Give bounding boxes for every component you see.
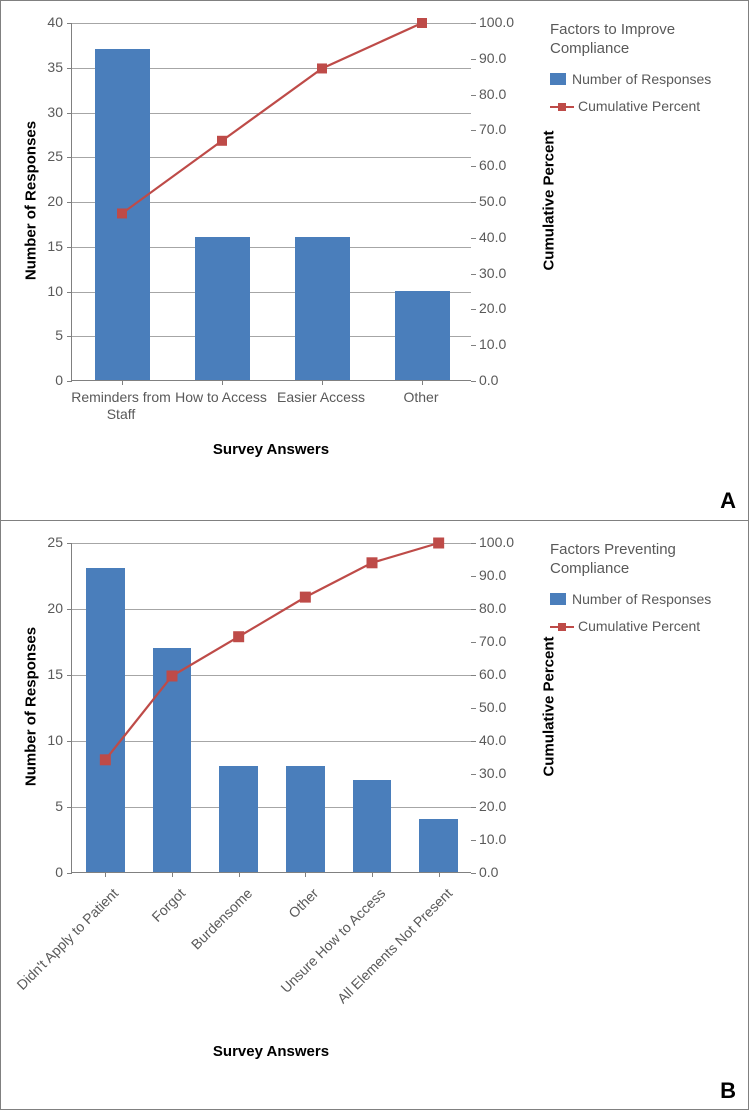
y1-axis-label-b: Number of Responses: [23, 617, 40, 797]
legend-item-bar-a: Number of Responses: [550, 71, 740, 89]
legend-swatch-bar-icon: [550, 73, 566, 85]
y1-tick-label: 35: [31, 59, 63, 75]
y1-tick-label: 20: [31, 193, 63, 209]
legend-swatch-bar-icon: [550, 593, 566, 605]
legend-bar-label-a: Number of Responses: [572, 71, 711, 89]
cumulative-line: [72, 23, 472, 381]
y2-tick-label: 0.0: [479, 372, 498, 388]
legend-a: Factors to Improve Compliance Number of …: [550, 21, 740, 126]
plot-area-a: [71, 23, 471, 381]
y1-tick-label: 0: [31, 372, 63, 388]
y2-tick-label: 0.0: [479, 864, 498, 880]
legend-item-line-a: Cumulative Percent: [550, 98, 740, 116]
y2-tick-label: 90.0: [479, 567, 506, 583]
y2-tick-label: 30.0: [479, 265, 506, 281]
x-axis-label-a: Survey Answers: [71, 441, 471, 458]
x-axis-label-b: Survey Answers: [71, 1043, 471, 1060]
y2-tick-label: 100.0: [479, 14, 514, 30]
y2-tick-label: 40.0: [479, 732, 506, 748]
legend-item-bar-b: Number of Responses: [550, 591, 740, 609]
y1-tick-label: 15: [31, 666, 63, 682]
y2-tick-label: 80.0: [479, 600, 506, 616]
y1-tick-label: 10: [31, 732, 63, 748]
y2-tick-label: 10.0: [479, 336, 506, 352]
y2-tick-label: 40.0: [479, 229, 506, 245]
y2-axis-label-a: Cumulative Percent: [541, 111, 558, 291]
y2-tick-label: 30.0: [479, 765, 506, 781]
y2-tick-label: 70.0: [479, 121, 506, 137]
cumulative-line: [72, 543, 472, 873]
panel-b: Factors Preventing Compliance Number of …: [1, 521, 748, 1110]
y2-tick-label: 20.0: [479, 798, 506, 814]
y2-tick-label: 60.0: [479, 666, 506, 682]
panel-label-b: B: [720, 1078, 736, 1104]
legend-line-label-a: Cumulative Percent: [578, 98, 700, 116]
category-label: Reminders from Staff: [71, 389, 171, 423]
legend-b: Factors Preventing Compliance Number of …: [550, 541, 740, 646]
legend-title-a: Factors to Improve Compliance: [550, 21, 740, 59]
y1-tick-label: 15: [31, 238, 63, 254]
y2-axis-label-b: Cumulative Percent: [541, 617, 558, 797]
panel-label-a: A: [720, 488, 736, 514]
y1-tick-label: 25: [31, 148, 63, 164]
y2-tick-label: 80.0: [479, 86, 506, 102]
y1-tick-label: 30: [31, 104, 63, 120]
legend-title-b: Factors Preventing Compliance: [550, 541, 740, 579]
category-label: How to Access: [171, 389, 271, 406]
y1-tick-label: 20: [31, 600, 63, 616]
legend-line-label-b: Cumulative Percent: [578, 618, 700, 636]
y2-tick-label: 90.0: [479, 50, 506, 66]
figure-container: Factors to Improve Compliance Number of …: [0, 0, 749, 1110]
y2-tick-label: 50.0: [479, 193, 506, 209]
y1-tick-label: 10: [31, 283, 63, 299]
y2-tick-label: 10.0: [479, 831, 506, 847]
y1-tick-label: 5: [31, 327, 63, 343]
y2-tick-label: 60.0: [479, 157, 506, 173]
legend-bar-label-b: Number of Responses: [572, 591, 711, 609]
category-label: Easier Access: [271, 389, 371, 406]
category-label: All Elements Not Present: [302, 885, 455, 1038]
panel-a: Factors to Improve Compliance Number of …: [1, 1, 748, 521]
y1-tick-label: 5: [31, 798, 63, 814]
y2-tick-label: 50.0: [479, 699, 506, 715]
legend-item-line-b: Cumulative Percent: [550, 618, 740, 636]
y2-tick-label: 20.0: [479, 300, 506, 316]
y1-tick-label: 40: [31, 14, 63, 30]
y2-tick-label: 70.0: [479, 633, 506, 649]
y1-tick-label: 25: [31, 534, 63, 550]
y2-tick-label: 100.0: [479, 534, 514, 550]
plot-area-b: [71, 543, 471, 873]
category-label: Other: [371, 389, 471, 406]
y1-tick-label: 0: [31, 864, 63, 880]
